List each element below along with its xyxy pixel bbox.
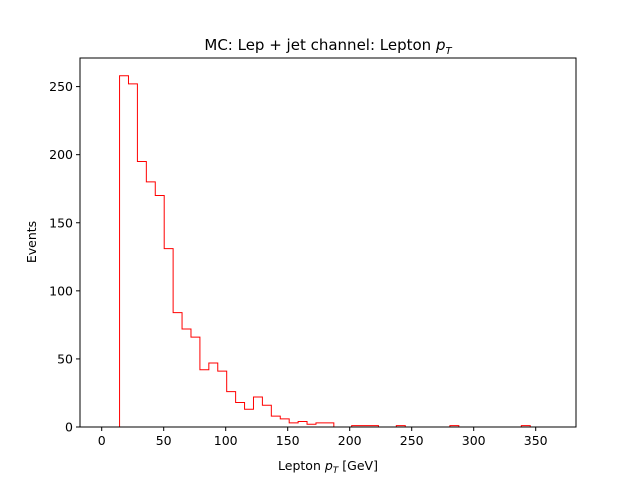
histogram-bin [262,405,271,427]
histogram-bin [325,423,334,427]
histogram-bars [101,75,549,428]
y-axis: 0 50 100 150 200 250 [49,79,80,435]
x-tick-label: 350 [524,433,548,448]
histogram-bin [164,249,173,427]
x-tick-label: 150 [276,433,300,448]
x-tick-label: 50 [156,433,172,448]
histogram-bin [236,402,245,427]
histogram-bin [316,423,325,427]
y-tick-label: 100 [49,283,73,298]
x-tick-label: 0 [98,433,106,448]
histogram-bin [137,161,146,427]
histogram-bin [253,397,262,427]
histogram-bin [146,182,155,427]
histogram-bin [191,337,200,427]
histogram-bin [298,422,307,427]
chart-title: MC: Lep + jet channel: Lepton pT [204,36,452,57]
x-tick-label: 300 [462,433,486,448]
y-tick-label: 50 [57,351,73,366]
histogram-bin [218,371,227,427]
x-tick-label: 100 [214,433,238,448]
histogram-bin [200,370,209,427]
histogram-bin [155,196,164,427]
plot-frame [79,57,577,428]
histogram-bin [280,419,289,427]
y-tick-label: 200 [49,147,73,162]
x-axis: 0 50 100 150 200 250 300 350 [98,427,548,448]
y-tick-label: 150 [49,215,73,230]
y-tick-label: 250 [49,79,73,94]
histogram-bin [245,409,254,427]
x-tick-label: 200 [338,433,362,448]
histogram-bin [289,423,298,427]
y-axis-title: Events [24,221,39,263]
histogram-outline [101,75,549,428]
histogram-bin [209,363,218,427]
histogram-bin [128,84,137,427]
y-tick-label: 0 [65,420,73,435]
histogram-bin [120,76,129,427]
x-axis-title: Lepton pT [GeV] [278,458,378,476]
histogram-bin [173,313,182,427]
histogram-bin [271,416,280,427]
histogram-bin [227,392,236,427]
x-tick-label: 250 [400,433,424,448]
histogram-bin [182,329,191,427]
